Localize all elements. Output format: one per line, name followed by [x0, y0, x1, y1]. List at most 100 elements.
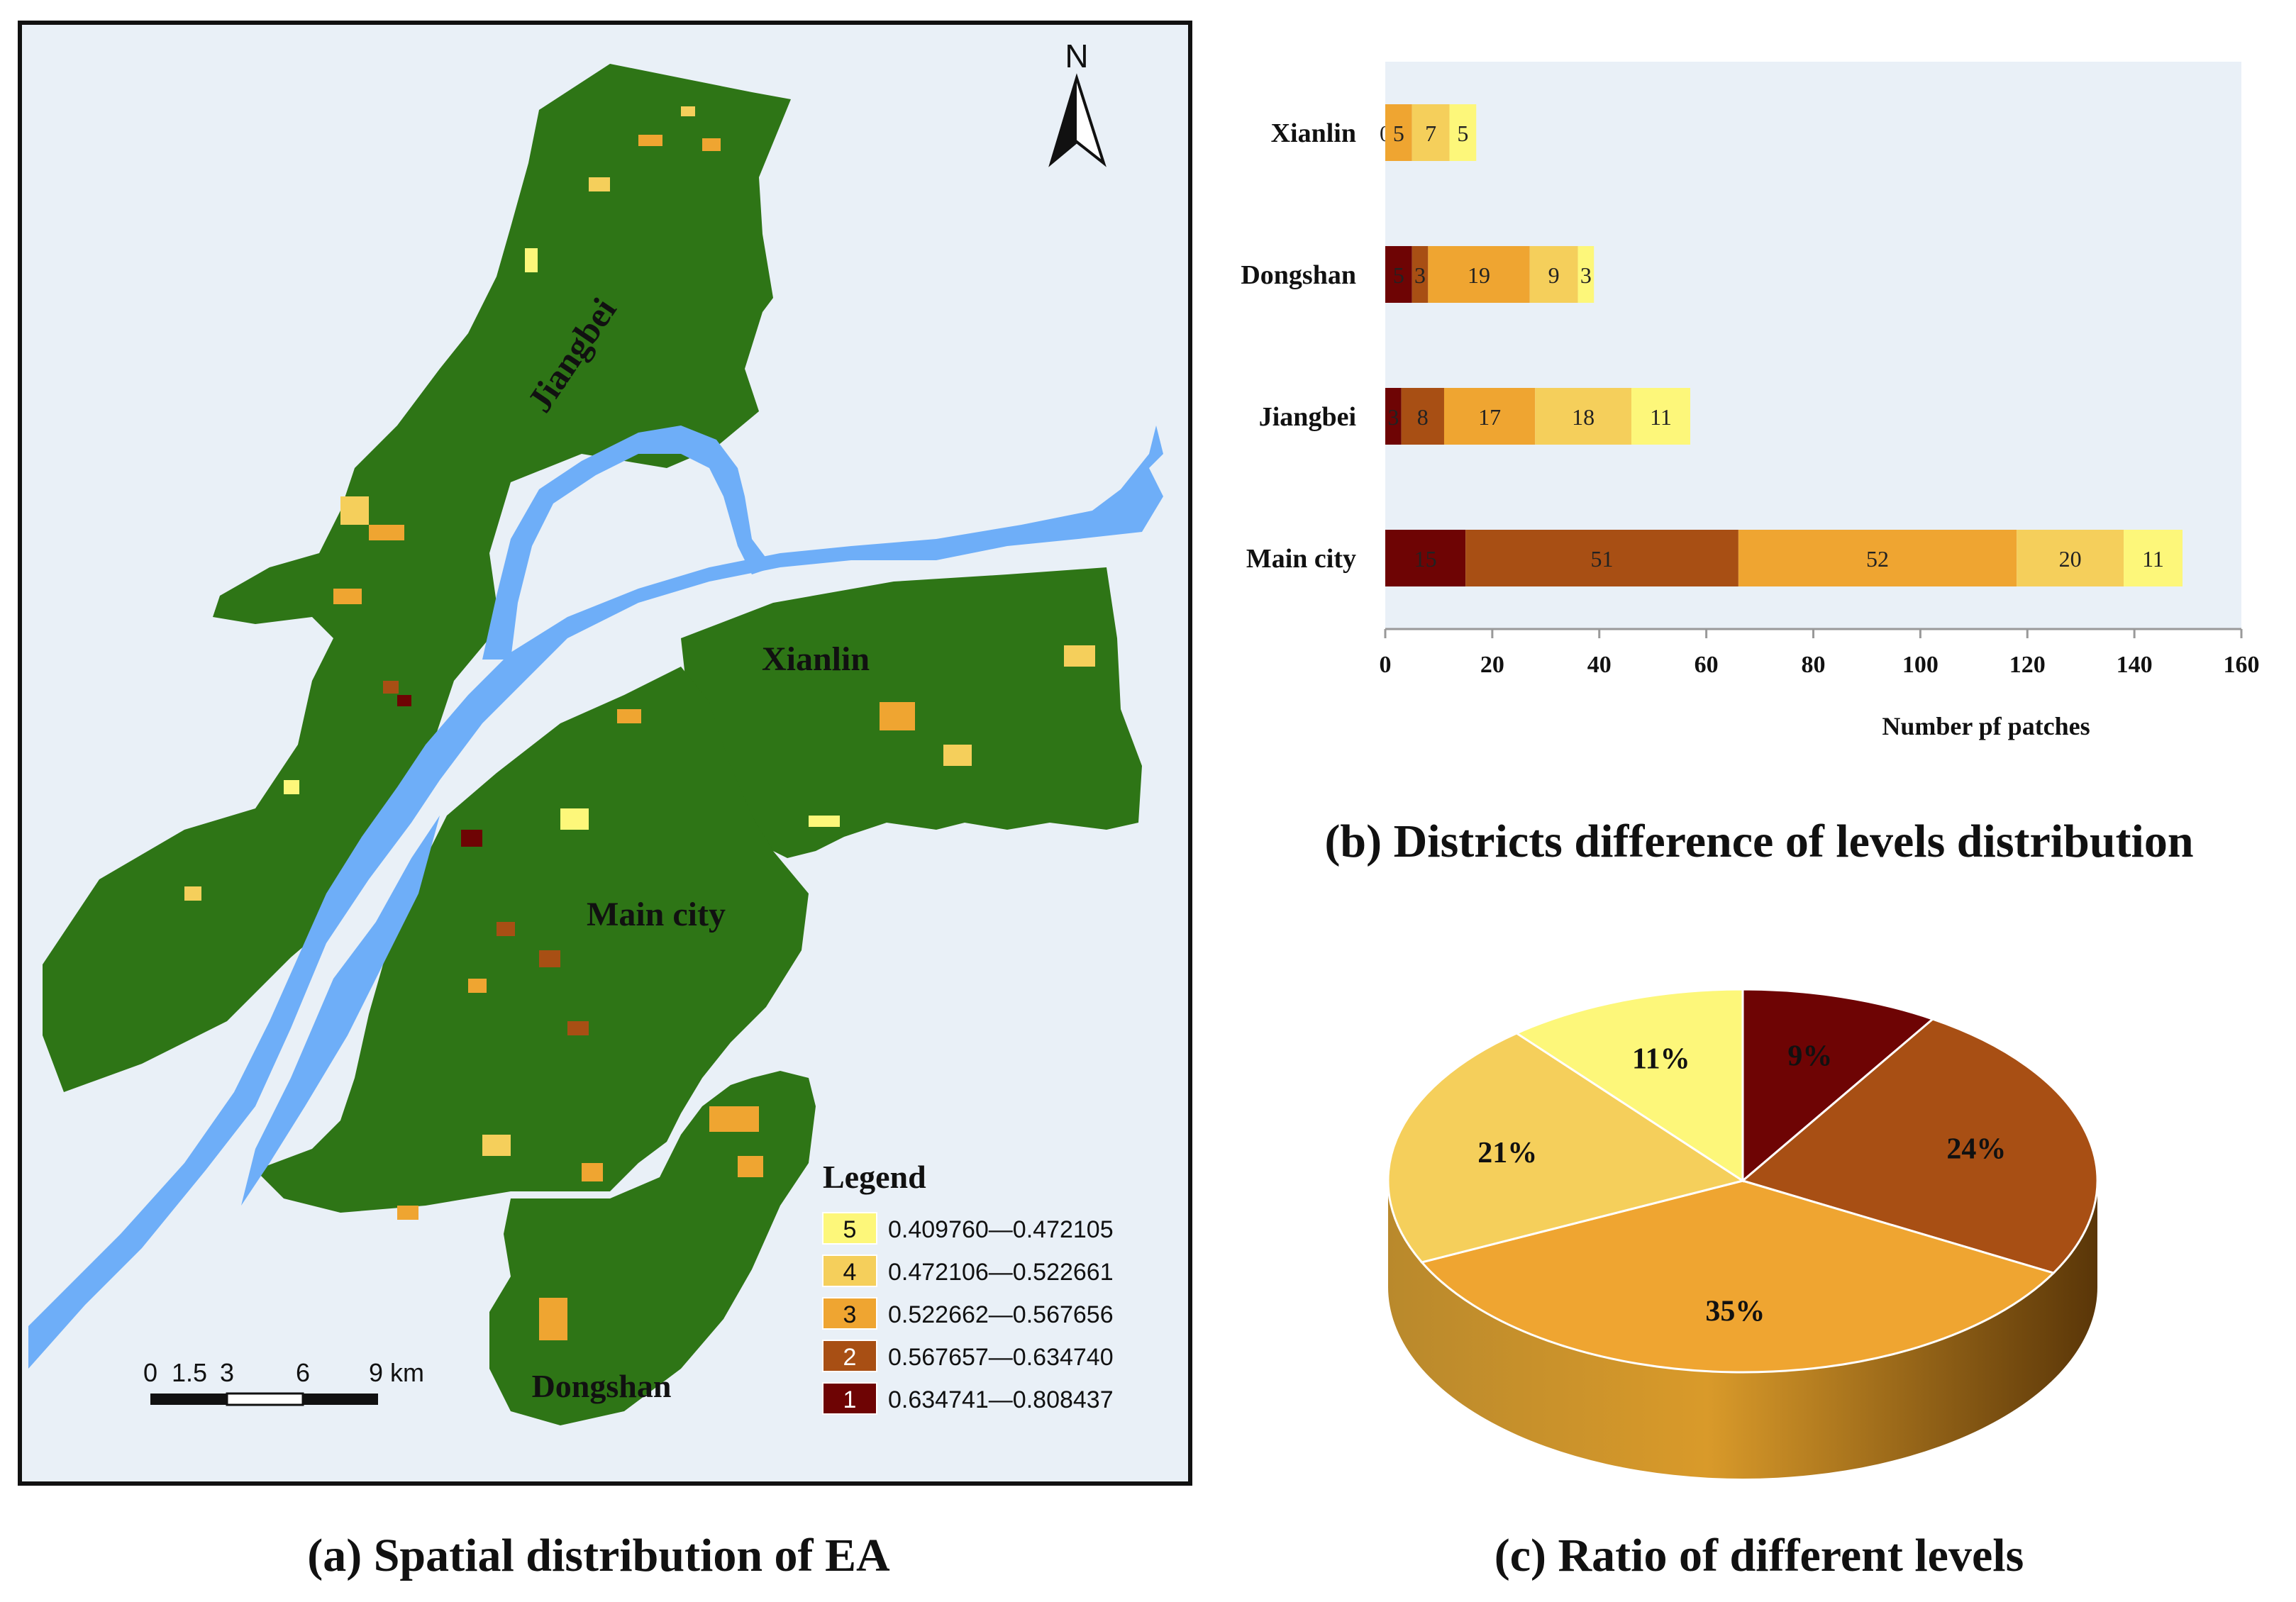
river-channel	[28, 425, 1163, 1369]
bar-data-label: 5	[1393, 262, 1404, 288]
river-branch	[482, 425, 773, 660]
ea-patches	[184, 106, 1095, 1340]
bar-data-label: 3	[1580, 262, 1592, 288]
bar-category-label: Xianlin	[1271, 118, 1356, 148]
bar-chart-title: (b) Districts difference of levels distr…	[1324, 816, 2193, 867]
legend-range-4: 0.472106—0.522661	[888, 1259, 1114, 1286]
legend-level-4: 4	[843, 1259, 857, 1286]
bar-x-tick-label: 0	[1380, 652, 1392, 678]
bar-x-axis-label: Number pf patches	[1882, 712, 2090, 740]
bar-segment	[1412, 246, 1429, 303]
bar-x-tick-label: 140	[2117, 652, 2153, 678]
bar-data-label: 7	[1425, 121, 1436, 146]
legend-swatch-4	[822, 1255, 877, 1287]
bar-data-label: 17	[1478, 404, 1501, 430]
bar-segment	[1412, 104, 1450, 161]
map-panel: N Jiangbei Xianlin Main city Dongshan 0 …	[18, 21, 1192, 1486]
legend-swatch-3	[822, 1297, 877, 1330]
bar-segment	[1385, 388, 1402, 445]
bar-data-label: 18	[1572, 404, 1595, 430]
bar-data-label: 8	[1417, 404, 1429, 430]
pie-data-label: 21%	[1477, 1137, 1537, 1169]
pie-slice	[1514, 988, 1744, 1183]
dongshan-land	[489, 1071, 816, 1425]
scale-tick-4: 9 km	[369, 1358, 424, 1387]
bar-x-tick-label: 20	[1480, 652, 1504, 678]
district-label-dongshan: Dongshan	[532, 1368, 672, 1404]
bar-data-label: 15	[1414, 546, 1437, 572]
bar-segment	[1738, 530, 2017, 586]
legend-level-3: 3	[843, 1301, 857, 1328]
bar-segment	[1385, 530, 1466, 586]
map-legend: Legend 5 0.409760—0.472105 4 0.472106—0.522…	[822, 1159, 1114, 1415]
legend-level-2: 2	[843, 1344, 857, 1371]
bar-segment	[1535, 388, 1632, 445]
bar-data-label: 52	[1866, 546, 1889, 572]
bar-segment	[2017, 530, 2124, 586]
bar-chart-panel: 0 20 40 60 80 100 120 140 160 Xianlin Dongshan Jia…	[1241, 62, 2260, 867]
scale-tick-3: 6	[296, 1358, 310, 1387]
map-caption: (a) Spatial distribution of EA	[307, 1530, 890, 1581]
bar-segment	[1449, 104, 1477, 161]
maincity-land	[255, 667, 809, 1213]
scale-tick-0: 0	[143, 1358, 157, 1387]
bar-data-label: 19	[1468, 262, 1490, 288]
bar-segment	[1443, 388, 1536, 445]
legend-range-2: 0.567657—0.634740	[888, 1344, 1114, 1371]
bar-x-tick-label: 60	[1695, 652, 1719, 678]
bar-segment	[1428, 246, 1530, 303]
bar-segment	[1401, 388, 1444, 445]
bar-segment	[2124, 530, 2183, 586]
pie-slice	[1740, 1018, 2099, 1274]
pie-slice	[1419, 1179, 2056, 1374]
legend-range-5: 0.409760—0.472105	[888, 1216, 1114, 1243]
legend-level-5: 5	[843, 1216, 857, 1243]
pie-data-label: 9%	[1787, 1040, 1832, 1073]
bar-data-label: 20	[2059, 546, 2082, 572]
legend-level-1: 1	[843, 1386, 857, 1413]
legend-range-3: 0.522662—0.567656	[888, 1301, 1114, 1328]
legend-title: Legend	[823, 1159, 926, 1195]
north-label: N	[1065, 38, 1088, 74]
legend-swatch-1	[822, 1382, 877, 1415]
bar-data-label: 11	[2142, 546, 2164, 572]
bar-x-tick-label: 40	[1587, 652, 1612, 678]
bar-segment	[1385, 104, 1412, 161]
bar-data-label: 5	[1393, 121, 1404, 146]
bar-x-tick-label: 100	[1902, 652, 1939, 678]
bar-category-label: Main city	[1246, 544, 1356, 574]
pie-chart-title: (c) Ratio of different levels	[1494, 1530, 2024, 1581]
district-label-xianlin: Xianlin	[762, 640, 870, 678]
legend-swatch-5	[822, 1212, 877, 1245]
bar-category-label: Jiangbei	[1259, 402, 1356, 432]
bar-x-tick-label: 160	[2224, 652, 2260, 678]
river-yangtze	[28, 425, 1163, 1369]
pie-data-label: 24%	[1946, 1133, 2006, 1165]
bar-category-label: Dongshan	[1241, 260, 1356, 290]
bar-segment	[1577, 246, 1595, 303]
pie-side-wall	[1388, 1181, 2097, 1479]
bar-data-label: 51	[1591, 546, 1614, 572]
pie-slice	[1387, 1032, 1746, 1264]
bar-data-label: 5	[1457, 121, 1468, 146]
bar-x-tick-label: 120	[2009, 652, 2046, 678]
river-inner-channel	[241, 816, 440, 1206]
bar-data-label: 3	[1414, 262, 1426, 288]
legend-swatch-2	[822, 1340, 877, 1372]
bar-data-label: 11	[1650, 404, 1672, 430]
pie-chart-panel: 9% 24% 35% 21% 11% (c) Ratio of different le…	[1387, 988, 2099, 1581]
pie-data-label: 11%	[1632, 1042, 1690, 1075]
scale-tick-1: 1.5	[172, 1358, 207, 1387]
district-label-maincity: Main city	[587, 896, 726, 933]
scale-bar: 0 1.5 3 6 9 km	[143, 1358, 424, 1406]
bar-segment	[1465, 530, 1738, 586]
bar-segment	[1631, 388, 1690, 445]
bar-segment	[1385, 246, 1412, 303]
bar-segment	[1529, 246, 1578, 303]
jiangbei-land	[43, 64, 791, 1092]
north-arrow: N	[1048, 38, 1107, 167]
bar-data-label: 3	[1387, 404, 1399, 430]
pie-data-label: 35%	[1705, 1296, 1765, 1328]
bar-x-tick-label: 80	[1802, 652, 1826, 678]
pie-slice	[1741, 988, 1935, 1184]
